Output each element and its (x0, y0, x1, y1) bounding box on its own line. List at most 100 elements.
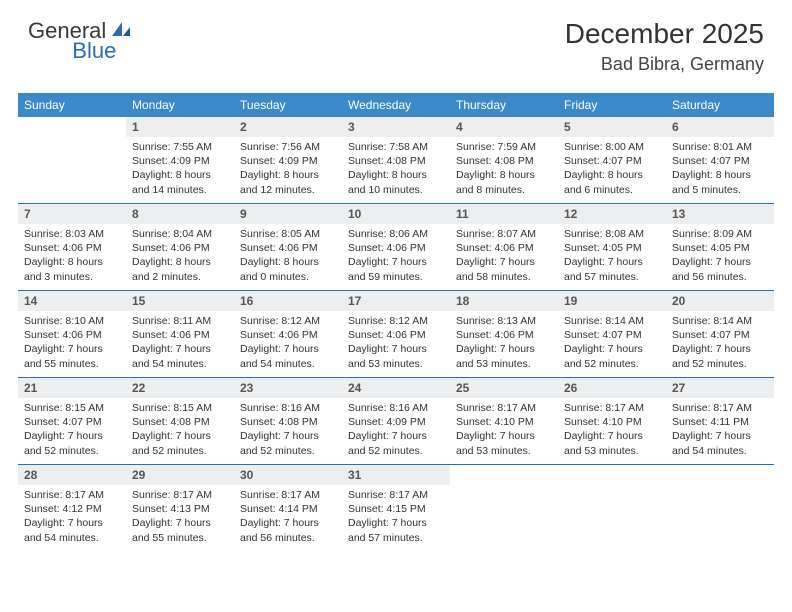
sunset-text: Sunset: 4:06 PM (348, 241, 444, 255)
sunrise-text: Sunrise: 8:07 AM (456, 227, 552, 241)
day-details: Sunrise: 8:09 AMSunset: 4:05 PMDaylight:… (666, 224, 774, 290)
sunrise-text: Sunrise: 8:14 AM (564, 314, 660, 328)
sunset-text: Sunset: 4:14 PM (240, 502, 336, 516)
day-number: 15 (126, 291, 234, 311)
day-details: Sunrise: 8:17 AMSunset: 4:12 PMDaylight:… (18, 485, 126, 551)
day-number: 5 (558, 117, 666, 137)
day-details: Sunrise: 7:58 AMSunset: 4:08 PMDaylight:… (342, 137, 450, 203)
day-details: Sunrise: 8:17 AMSunset: 4:10 PMDaylight:… (558, 398, 666, 464)
daylight-text: Daylight: 8 hours and 10 minutes. (348, 168, 444, 196)
sunset-text: Sunset: 4:05 PM (564, 241, 660, 255)
day-cell: 22Sunrise: 8:15 AMSunset: 4:08 PMDayligh… (126, 378, 234, 464)
day-number: 21 (18, 378, 126, 398)
day-number: 26 (558, 378, 666, 398)
brand-logo: General Blue (28, 18, 180, 44)
day-cell: 2Sunrise: 7:56 AMSunset: 4:09 PMDaylight… (234, 117, 342, 203)
daylight-text: Daylight: 7 hours and 52 minutes. (132, 429, 228, 457)
day-details: Sunrise: 8:07 AMSunset: 4:06 PMDaylight:… (450, 224, 558, 290)
day-details: Sunrise: 8:08 AMSunset: 4:05 PMDaylight:… (558, 224, 666, 290)
day-cell: 9Sunrise: 8:05 AMSunset: 4:06 PMDaylight… (234, 204, 342, 290)
title-block: December 2025 Bad Bibra, Germany (565, 18, 764, 75)
daylight-text: Daylight: 8 hours and 2 minutes. (132, 255, 228, 283)
day-details: Sunrise: 8:16 AMSunset: 4:08 PMDaylight:… (234, 398, 342, 464)
sunrise-text: Sunrise: 8:14 AM (672, 314, 768, 328)
day-cell: 3Sunrise: 7:58 AMSunset: 4:08 PMDaylight… (342, 117, 450, 203)
day-cell: 1Sunrise: 7:55 AMSunset: 4:09 PMDaylight… (126, 117, 234, 203)
sunrise-text: Sunrise: 8:13 AM (456, 314, 552, 328)
day-details: Sunrise: 8:10 AMSunset: 4:06 PMDaylight:… (18, 311, 126, 377)
day-number (450, 465, 558, 471)
day-cell: 31Sunrise: 8:17 AMSunset: 4:15 PMDayligh… (342, 465, 450, 551)
sunset-text: Sunset: 4:07 PM (672, 154, 768, 168)
day-number: 8 (126, 204, 234, 224)
day-number: 23 (234, 378, 342, 398)
sunrise-text: Sunrise: 8:17 AM (564, 401, 660, 415)
day-number: 29 (126, 465, 234, 485)
sunset-text: Sunset: 4:06 PM (240, 241, 336, 255)
day-number: 13 (666, 204, 774, 224)
daylight-text: Daylight: 8 hours and 3 minutes. (24, 255, 120, 283)
day-number: 2 (234, 117, 342, 137)
daylight-text: Daylight: 7 hours and 59 minutes. (348, 255, 444, 283)
sunset-text: Sunset: 4:08 PM (132, 415, 228, 429)
header: General Blue December 2025 Bad Bibra, Ge… (0, 0, 792, 85)
daylight-text: Daylight: 7 hours and 54 minutes. (672, 429, 768, 457)
day-number: 20 (666, 291, 774, 311)
sunrise-text: Sunrise: 8:03 AM (24, 227, 120, 241)
sunset-text: Sunset: 4:06 PM (24, 328, 120, 342)
day-cell: 25Sunrise: 8:17 AMSunset: 4:10 PMDayligh… (450, 378, 558, 464)
day-cell: 12Sunrise: 8:08 AMSunset: 4:05 PMDayligh… (558, 204, 666, 290)
day-number: 10 (342, 204, 450, 224)
weekday-label: Saturday (666, 93, 774, 117)
day-cell: 10Sunrise: 8:06 AMSunset: 4:06 PMDayligh… (342, 204, 450, 290)
daylight-text: Daylight: 7 hours and 57 minutes. (564, 255, 660, 283)
sunset-text: Sunset: 4:12 PM (24, 502, 120, 516)
day-number (18, 117, 126, 123)
sunrise-text: Sunrise: 7:56 AM (240, 140, 336, 154)
day-number: 28 (18, 465, 126, 485)
sunrise-text: Sunrise: 8:16 AM (348, 401, 444, 415)
day-details: Sunrise: 8:06 AMSunset: 4:06 PMDaylight:… (342, 224, 450, 290)
week-row: 1Sunrise: 7:55 AMSunset: 4:09 PMDaylight… (18, 117, 774, 203)
day-number: 3 (342, 117, 450, 137)
sunset-text: Sunset: 4:07 PM (24, 415, 120, 429)
day-details: Sunrise: 8:17 AMSunset: 4:11 PMDaylight:… (666, 398, 774, 464)
day-number: 12 (558, 204, 666, 224)
sunrise-text: Sunrise: 8:17 AM (240, 488, 336, 502)
day-cell: 24Sunrise: 8:16 AMSunset: 4:09 PMDayligh… (342, 378, 450, 464)
day-cell: 28Sunrise: 8:17 AMSunset: 4:12 PMDayligh… (18, 465, 126, 551)
day-cell: 16Sunrise: 8:12 AMSunset: 4:06 PMDayligh… (234, 291, 342, 377)
daylight-text: Daylight: 7 hours and 52 minutes. (24, 429, 120, 457)
daylight-text: Daylight: 7 hours and 52 minutes. (564, 342, 660, 370)
sunset-text: Sunset: 4:06 PM (132, 241, 228, 255)
sunrise-text: Sunrise: 8:17 AM (348, 488, 444, 502)
day-number: 17 (342, 291, 450, 311)
weekday-label: Sunday (18, 93, 126, 117)
day-cell: 13Sunrise: 8:09 AMSunset: 4:05 PMDayligh… (666, 204, 774, 290)
day-number: 25 (450, 378, 558, 398)
day-number: 16 (234, 291, 342, 311)
day-number (558, 465, 666, 471)
sunset-text: Sunset: 4:06 PM (456, 328, 552, 342)
daylight-text: Daylight: 7 hours and 57 minutes. (348, 516, 444, 544)
day-cell (666, 465, 774, 551)
daylight-text: Daylight: 8 hours and 0 minutes. (240, 255, 336, 283)
day-cell: 7Sunrise: 8:03 AMSunset: 4:06 PMDaylight… (18, 204, 126, 290)
daylight-text: Daylight: 7 hours and 52 minutes. (240, 429, 336, 457)
sunset-text: Sunset: 4:13 PM (132, 502, 228, 516)
sunset-text: Sunset: 4:06 PM (132, 328, 228, 342)
day-number: 7 (18, 204, 126, 224)
day-details: Sunrise: 7:55 AMSunset: 4:09 PMDaylight:… (126, 137, 234, 203)
day-number: 30 (234, 465, 342, 485)
day-cell: 23Sunrise: 8:16 AMSunset: 4:08 PMDayligh… (234, 378, 342, 464)
sunset-text: Sunset: 4:11 PM (672, 415, 768, 429)
daylight-text: Daylight: 8 hours and 8 minutes. (456, 168, 552, 196)
day-cell: 21Sunrise: 8:15 AMSunset: 4:07 PMDayligh… (18, 378, 126, 464)
day-cell (18, 117, 126, 203)
day-number: 14 (18, 291, 126, 311)
daylight-text: Daylight: 8 hours and 5 minutes. (672, 168, 768, 196)
daylight-text: Daylight: 7 hours and 55 minutes. (132, 516, 228, 544)
day-cell: 11Sunrise: 8:07 AMSunset: 4:06 PMDayligh… (450, 204, 558, 290)
sunset-text: Sunset: 4:07 PM (564, 154, 660, 168)
sunrise-text: Sunrise: 8:12 AM (240, 314, 336, 328)
